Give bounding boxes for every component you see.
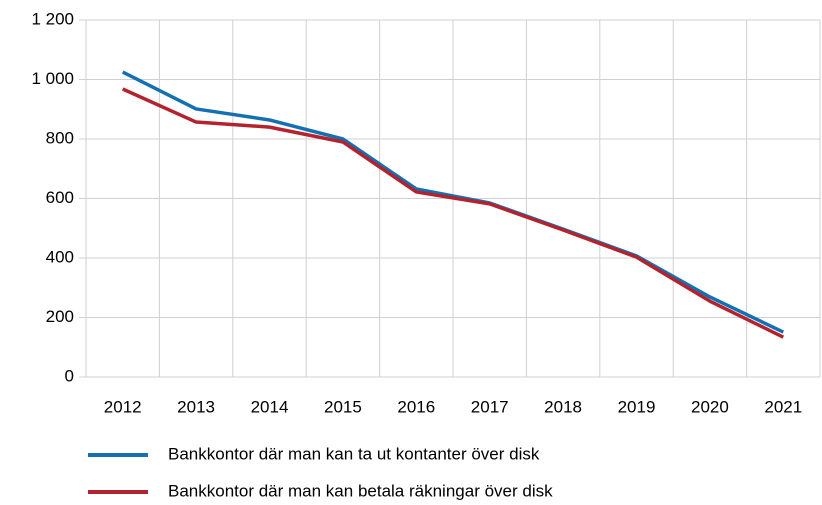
x-tick-label: 2020 xyxy=(691,397,729,416)
y-tick-label: 200 xyxy=(46,307,74,326)
y-tick-label: 0 xyxy=(65,366,74,385)
y-tick-label: 800 xyxy=(46,128,74,147)
legend-label: Bankkontor där man kan ta ut kontanter ö… xyxy=(168,444,540,463)
y-tick-label: 1 200 xyxy=(31,9,74,28)
x-tick-label: 2015 xyxy=(324,397,362,416)
series-line xyxy=(121,70,785,334)
x-tick-label: 2014 xyxy=(251,397,289,416)
x-tick-label: 2016 xyxy=(397,397,435,416)
legend-label: Bankkontor där man kan betala räkningar … xyxy=(168,481,553,500)
x-tick-label: 2017 xyxy=(471,397,509,416)
x-tick-label: 2013 xyxy=(177,397,215,416)
x-tick-label: 2021 xyxy=(764,397,802,416)
x-tick-label: 2019 xyxy=(618,397,656,416)
y-tick-label: 1 000 xyxy=(31,69,74,88)
x-tick-label: 2012 xyxy=(104,397,142,416)
x-tick-label: 2018 xyxy=(544,397,582,416)
y-tick-label: 400 xyxy=(46,247,74,266)
y-tick-label: 600 xyxy=(46,188,74,207)
series-line xyxy=(121,87,785,339)
